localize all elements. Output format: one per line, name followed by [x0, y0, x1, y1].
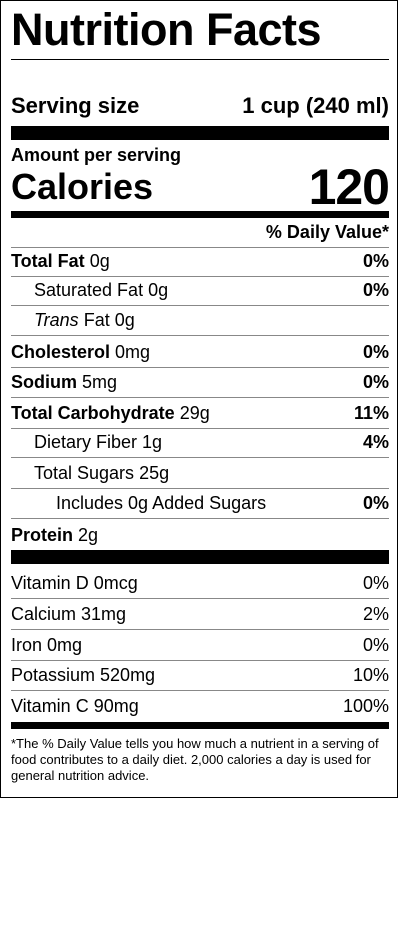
vitamin-d-label: Vitamin D 0mcg [11, 572, 138, 593]
daily-value-footnote: *The % Daily Value tells you how much a … [11, 736, 379, 783]
added-sugars-dv: 0% [362, 493, 389, 513]
total-fat-label: Total Fat [11, 250, 85, 271]
trans-fat-row: Trans Fat 0g [11, 306, 389, 336]
protein-label: Protein [11, 524, 74, 545]
protein-amount: 2g [78, 524, 99, 545]
cholesterol-dv: 0% [362, 341, 389, 362]
daily-value-header: % Daily Value* [11, 217, 389, 248]
total-carb-row: Total Carbohydrate 29g 11% [11, 398, 389, 429]
total-sugars-row: Total Sugars 25g [11, 459, 389, 489]
dietary-fiber-dv: 4% [362, 432, 389, 452]
medium-divider [11, 211, 389, 218]
thick-divider-top [11, 126, 389, 140]
potassium-dv: 10% [352, 664, 389, 685]
calcium-row: Calcium 31mg 2% [11, 599, 389, 630]
trans-fat-label-italic: Trans [34, 310, 79, 330]
potassium-label: Potassium 520mg [11, 664, 156, 685]
total-fat-row: Total Fat 0g 0% [11, 246, 389, 277]
total-carb-amount: 29g [179, 402, 210, 423]
cholesterol-label: Cholesterol [11, 341, 111, 362]
total-carb-dv: 11% [353, 402, 389, 423]
added-sugars-row: Includes 0g Added Sugars 0% [11, 489, 389, 519]
vitamin-c-row: Vitamin C 90mg 100% [11, 691, 389, 721]
iron-label: Iron 0mg [11, 634, 83, 655]
vitamin-c-dv: 100% [342, 695, 389, 716]
saturated-fat-label: Saturated Fat [34, 280, 144, 300]
calories-label: Calories [11, 166, 154, 207]
dietary-fiber-label: Dietary Fiber [34, 432, 138, 452]
iron-row: Iron 0mg 0% [11, 630, 389, 661]
sodium-amount: 5mg [82, 371, 118, 392]
title-divider [11, 59, 389, 60]
serving-size-row: Serving size 1 cup (240 ml) [11, 89, 389, 123]
saturated-fat-amount: 0g [148, 280, 169, 300]
label-title: Nutrition Facts [11, 4, 322, 55]
protein-row: Protein 2g [11, 520, 389, 550]
total-fat-dv: 0% [362, 250, 389, 271]
total-fat-amount: 0g [89, 250, 110, 271]
serving-size-label: Serving size [11, 93, 140, 118]
cholesterol-row: Cholesterol 0mg 0% [11, 337, 389, 368]
trans-fat-amount: 0g [114, 310, 135, 330]
cholesterol-amount: 0mg [115, 341, 151, 362]
iron-dv: 0% [362, 634, 389, 655]
vitamin-c-label: Vitamin C 90mg [11, 695, 139, 716]
calories-row: Calories 120 [11, 159, 390, 215]
potassium-row: Potassium 520mg 10% [11, 660, 389, 691]
saturated-fat-row: Saturated Fat 0g 0% [11, 276, 389, 306]
dietary-fiber-amount: 1g [142, 432, 163, 452]
trans-fat-label: Fat [83, 310, 110, 330]
calcium-dv: 2% [362, 603, 389, 624]
sodium-dv: 0% [362, 371, 389, 392]
total-sugars-label: Total Sugars [34, 463, 135, 483]
total-carb-label: Total Carbohydrate [11, 402, 175, 423]
saturated-fat-dv: 0% [362, 280, 389, 300]
thick-divider-middle [11, 550, 389, 564]
nutrition-facts-label: Nutrition Facts Serving size 1 cup (240 … [0, 0, 398, 798]
serving-size-value: 1 cup (240 ml) [242, 93, 389, 118]
vitamin-d-row: Vitamin D 0mcg 0% [11, 568, 389, 599]
total-sugars-amount: 25g [139, 463, 170, 483]
sodium-label: Sodium [11, 371, 77, 392]
added-sugars-label: Includes 0g Added Sugars [56, 493, 267, 513]
amount-per-serving: Amount per serving [11, 144, 182, 165]
calcium-label: Calcium 31mg [11, 603, 127, 624]
sodium-row: Sodium 5mg 0% [11, 367, 389, 398]
vitamin-d-dv: 0% [362, 572, 389, 593]
medium-divider-bottom [11, 722, 389, 729]
dietary-fiber-row: Dietary Fiber 1g 4% [11, 428, 389, 458]
calories-value: 120 [308, 159, 390, 215]
